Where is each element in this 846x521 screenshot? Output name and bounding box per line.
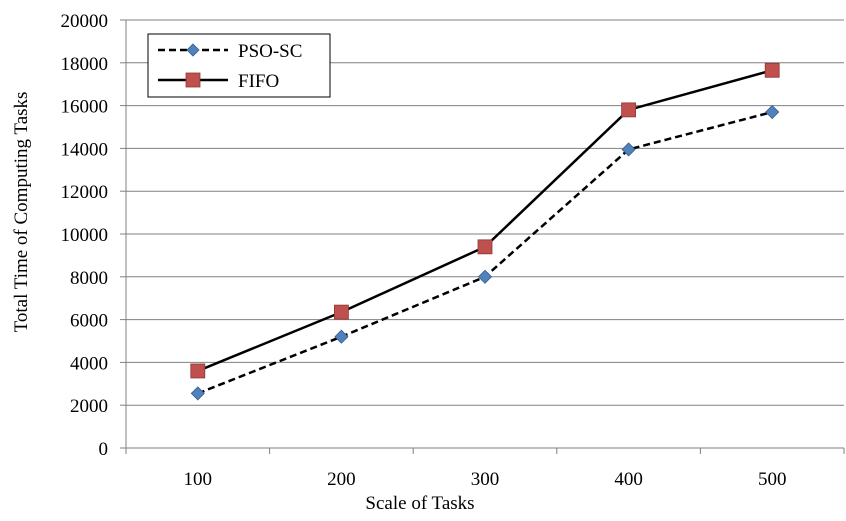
x-axis-title: Scale of Tasks — [365, 493, 474, 514]
y-tick-label: 14000 — [61, 139, 109, 160]
series-line-fifo — [197, 69, 773, 373]
x-tick-labels: 100 200 300 400 500 — [184, 469, 787, 490]
point-pso-sc — [621, 142, 636, 157]
y-tick-label: 18000 — [61, 54, 109, 75]
y-tick-label: 8000 — [70, 268, 108, 289]
x-tick-label: 100 — [184, 469, 213, 490]
y-tick-label: 10000 — [61, 225, 109, 246]
x-tick-label: 400 — [614, 469, 643, 490]
point-fifo — [190, 363, 206, 379]
y-tick-label: 20000 — [61, 11, 109, 32]
series-lines — [197, 69, 773, 395]
x-tick-label: 200 — [327, 469, 356, 490]
legend-marker-fifo — [185, 72, 201, 88]
y-tick-label: 4000 — [70, 353, 108, 374]
gridlines — [126, 19, 844, 406]
point-fifo — [333, 304, 349, 320]
x-tick-label: 300 — [471, 469, 500, 490]
point-fifo — [764, 62, 780, 78]
point-pso-sc — [190, 386, 205, 401]
point-fifo — [621, 102, 636, 118]
y-tick-labels: 0 2000 4000 6000 8000 10000 12000 14000 16000 180… — [61, 11, 109, 460]
legend-marker-pso-sc — [186, 43, 200, 57]
y-tick-label: 6000 — [70, 311, 108, 332]
legend-label-fifo: FIFO — [238, 71, 279, 92]
point-pso-sc — [334, 329, 349, 344]
y-tick-label: 16000 — [61, 97, 109, 118]
point-pso-sc — [477, 269, 493, 284]
y-axis-title: Total Time of Computing Tasks — [11, 92, 32, 333]
y-tick-label: 0 — [99, 439, 109, 460]
y-tick-label: 12000 — [61, 182, 109, 203]
series-markers — [190, 62, 780, 401]
x-tick-label: 500 — [758, 469, 787, 490]
point-fifo — [477, 239, 493, 255]
legend: PSO-SC FIFO — [147, 33, 331, 98]
legend-box — [147, 33, 331, 98]
axes — [120, 19, 845, 454]
point-pso-sc — [765, 104, 780, 120]
y-tick-label: 2000 — [70, 396, 108, 417]
legend-label-pso-sc: PSO-SC — [238, 41, 302, 62]
